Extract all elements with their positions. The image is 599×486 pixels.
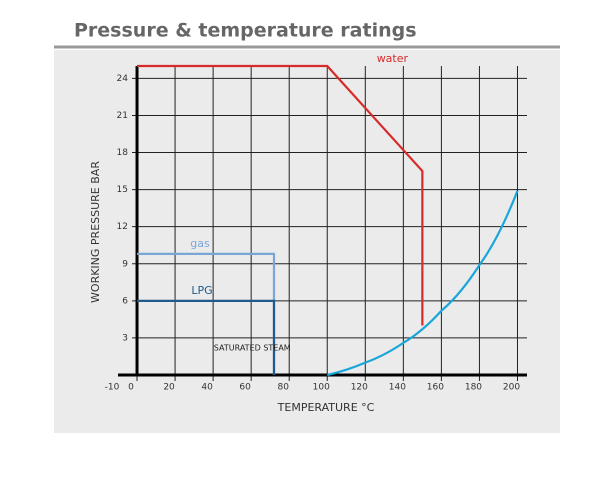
- series-label: gas: [190, 237, 210, 250]
- x-tick-label: 120: [351, 383, 368, 393]
- series-label: water: [377, 52, 409, 65]
- y-tick-label: 6: [122, 296, 128, 306]
- series-line: [137, 64, 424, 326]
- x-tick-label: 40: [201, 383, 213, 393]
- x-tick-label: 20: [163, 383, 175, 393]
- y-tick-label: 3: [122, 333, 128, 343]
- y-tick-label: 15: [117, 185, 128, 195]
- y-tick-label: 21: [117, 111, 128, 121]
- series-line: [137, 299, 276, 375]
- x-axis-label: TEMPERATURE °C: [277, 401, 375, 414]
- chart-title: Pressure & temperature ratings: [74, 20, 417, 42]
- x-tick-label: 200: [503, 383, 520, 393]
- x-tick-label: 180: [465, 383, 482, 393]
- y-tick-label: 12: [117, 222, 128, 232]
- y-axis-label: WORKING PRESSURE BAR: [89, 161, 102, 303]
- x-tick-label: 160: [427, 383, 444, 393]
- series-label: SATURATED STEAM: [214, 344, 291, 353]
- y-tick-label: 24: [117, 74, 129, 84]
- x-tick-label: -10: [105, 383, 120, 393]
- x-tick-label: 100: [313, 383, 330, 393]
- y-tick-label: 9: [122, 259, 128, 269]
- x-tick-label: 0: [128, 383, 134, 393]
- series-line: [327, 190, 519, 377]
- x-tick-label: 140: [389, 383, 406, 393]
- x-tick-label: 60: [239, 383, 251, 393]
- series-label: LPG: [191, 284, 212, 297]
- x-tick-label: 80: [277, 383, 289, 393]
- y-tick-label: 18: [117, 148, 129, 158]
